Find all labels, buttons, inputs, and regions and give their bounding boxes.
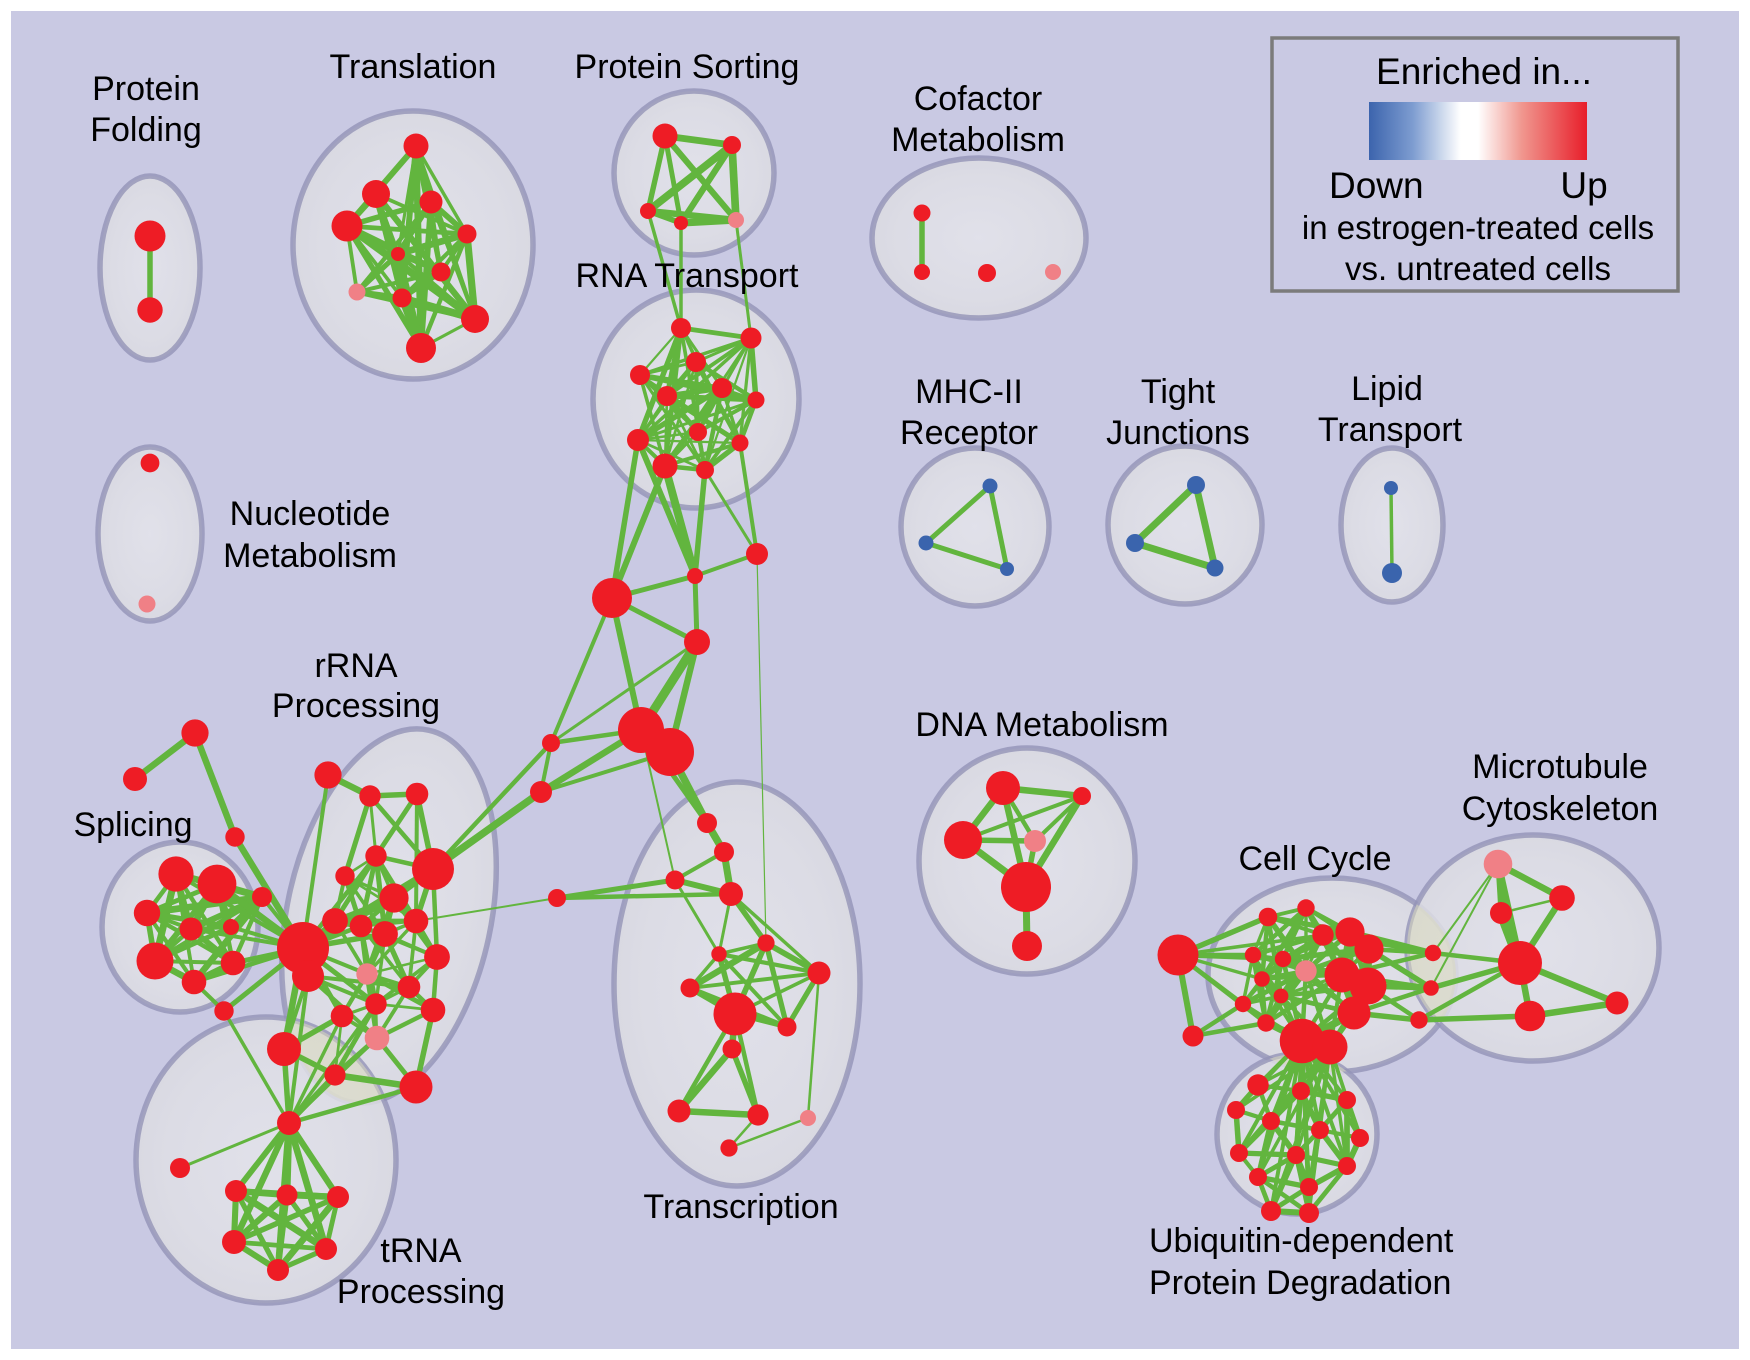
svg-text:Protein Sorting: Protein Sorting (575, 48, 800, 86)
svg-text:Microtubule: Microtubule (1472, 748, 1648, 786)
svg-text:Cytoskeleton: Cytoskeleton (1462, 790, 1659, 828)
svg-text:Ubiquitin-dependent: Ubiquitin-dependent (1149, 1222, 1454, 1260)
svg-text:Enriched in...: Enriched in... (1376, 51, 1592, 92)
svg-text:Cell Cycle: Cell Cycle (1238, 840, 1391, 878)
svg-text:Protein Degradation: Protein Degradation (1149, 1264, 1451, 1302)
svg-text:Metabolism: Metabolism (891, 121, 1065, 159)
svg-text:vs. untreated cells: vs. untreated cells (1345, 250, 1611, 287)
svg-text:DNA Metabolism: DNA Metabolism (915, 706, 1168, 744)
svg-text:Transport: Transport (1318, 411, 1463, 449)
svg-text:Protein: Protein (92, 70, 200, 108)
svg-text:Down: Down (1329, 165, 1424, 206)
svg-text:Lipid: Lipid (1351, 370, 1423, 408)
svg-text:MHC-II: MHC-II (915, 373, 1023, 411)
svg-text:Processing: Processing (337, 1273, 505, 1311)
svg-text:Cofactor: Cofactor (914, 80, 1043, 118)
svg-text:in estrogen-treated cells: in estrogen-treated cells (1302, 209, 1654, 246)
svg-text:Splicing: Splicing (73, 806, 192, 844)
svg-text:Transcription: Transcription (643, 1188, 838, 1226)
svg-text:Metabolism: Metabolism (223, 537, 397, 575)
svg-text:Nucleotide: Nucleotide (230, 495, 391, 533)
svg-text:RNA Transport: RNA Transport (576, 257, 800, 295)
svg-text:Junctions: Junctions (1106, 414, 1250, 452)
svg-text:Processing: Processing (272, 687, 440, 725)
svg-text:Up: Up (1560, 165, 1607, 206)
svg-text:tRNA: tRNA (380, 1232, 462, 1270)
svg-text:rRNA: rRNA (314, 647, 397, 685)
svg-text:Folding: Folding (90, 111, 202, 149)
svg-text:Translation: Translation (330, 48, 497, 86)
svg-text:Tight: Tight (1141, 373, 1216, 411)
svg-text:Receptor: Receptor (900, 414, 1038, 452)
